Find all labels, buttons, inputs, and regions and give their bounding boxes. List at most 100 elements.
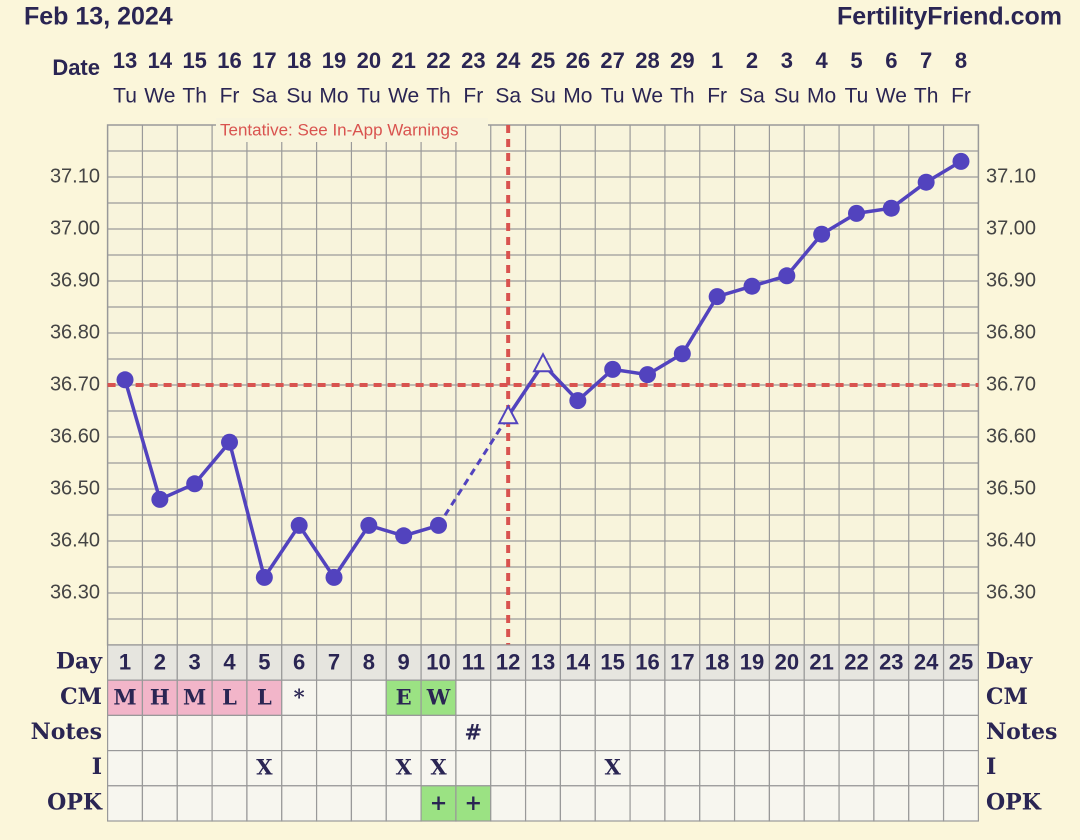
date-label: 15 [182, 48, 206, 73]
date-label: 18 [287, 48, 311, 73]
table-cell [838, 749, 875, 787]
table-cell [768, 785, 805, 822]
table-cell [455, 714, 492, 752]
site-name: FertilityFriend.com [837, 3, 1062, 31]
table-cell [141, 749, 178, 787]
table-cell [664, 749, 701, 787]
date-label: 29 [670, 48, 694, 73]
table-cell [873, 749, 910, 787]
temperature-point [151, 490, 169, 508]
table-cell [141, 785, 178, 822]
weekday-label: Th [426, 85, 451, 108]
y-tick-label: 37.10 [50, 165, 100, 187]
temperature-point [430, 516, 448, 534]
y-tick-label-right: 36.40 [986, 529, 1036, 551]
day-cell [281, 644, 318, 681]
cell-value: H [150, 684, 170, 709]
table-cell [559, 785, 596, 822]
day-cell [699, 644, 736, 681]
cycle-day: 5 [258, 649, 270, 674]
table-cell [524, 679, 562, 717]
cycle-day: 25 [949, 649, 973, 674]
cycle-day: 13 [531, 649, 555, 674]
table-cell [629, 714, 666, 752]
table-cell [629, 785, 666, 822]
table-cell [594, 714, 631, 752]
cycle-day: 16 [635, 649, 659, 674]
table-cell [768, 679, 805, 717]
y-tick-label: 36.60 [50, 425, 100, 447]
table-cell [524, 714, 562, 752]
date-label: 19 [322, 48, 346, 73]
temperature-point [116, 371, 134, 389]
day-cell [176, 644, 213, 681]
table-cell [838, 679, 875, 717]
table-cell [490, 785, 527, 822]
cell-value: X [396, 755, 413, 780]
weekday-label: Sa [495, 85, 521, 108]
table-cell [315, 749, 353, 787]
y-tick-label: 37.00 [50, 217, 100, 239]
date-label: 23 [461, 48, 485, 73]
cell-value: X [430, 755, 447, 780]
table-cell [838, 714, 875, 752]
table-cell [629, 749, 666, 787]
table-cell [768, 749, 805, 787]
table-cell [350, 749, 387, 787]
cell-value: L [222, 684, 237, 709]
cell-value: W [426, 684, 451, 709]
cycle-day: 23 [879, 649, 903, 674]
y-tick-label-right: 36.30 [986, 581, 1036, 603]
date-label: 13 [113, 48, 137, 73]
table-cell [838, 785, 875, 822]
annotation-bg [216, 118, 488, 142]
table-cell [350, 714, 387, 752]
table-cell [315, 785, 353, 822]
table-cell [803, 749, 840, 787]
table-cell [106, 785, 144, 822]
cell-value: L [257, 684, 272, 709]
table-cell [246, 714, 283, 752]
date-label: Date [52, 55, 100, 80]
temperature-point [882, 199, 900, 217]
row-label: Day [56, 649, 103, 675]
temperature-point [325, 568, 343, 586]
weekday-label: Th [670, 85, 695, 108]
table-cell [942, 714, 979, 752]
cycle-day: 7 [328, 649, 340, 674]
table-cell [246, 785, 283, 822]
y-tick-label: 36.90 [50, 269, 100, 291]
table-cell [455, 679, 492, 717]
table-cell [733, 714, 771, 752]
table-cell [385, 714, 422, 752]
weekday-label: Tu [601, 85, 625, 108]
temperature-point [186, 475, 204, 493]
date-label: 4 [816, 48, 829, 73]
date-label: 3 [781, 48, 793, 73]
date-label: 25 [531, 48, 555, 73]
annotation: Tentative: See In-App Warnings [220, 120, 458, 139]
cycle-day: 22 [844, 649, 868, 674]
weekday-label: Tu [113, 85, 137, 108]
temperature-point [569, 392, 587, 410]
y-tick-label-right: 36.70 [986, 373, 1036, 395]
date-label: 26 [566, 48, 590, 73]
table-cell [420, 714, 457, 752]
y-tick-label: 36.30 [50, 581, 100, 603]
table-cell [733, 679, 771, 717]
y-tick-label-right: 36.80 [986, 321, 1036, 343]
table-cell [733, 749, 771, 787]
table-cell [942, 679, 979, 717]
cycle-day: 15 [600, 649, 624, 674]
table-cell [524, 785, 562, 822]
table-cell [281, 749, 318, 787]
table-cell [211, 714, 248, 752]
cell-value: # [465, 720, 483, 745]
cycle-day: 10 [426, 649, 450, 674]
table-cell [664, 714, 701, 752]
day-cell [524, 644, 562, 681]
day-cell [385, 644, 422, 681]
y-tick-label-right: 37.10 [986, 165, 1036, 187]
date-label: 5 [850, 48, 862, 73]
cell-value: + [430, 790, 448, 815]
